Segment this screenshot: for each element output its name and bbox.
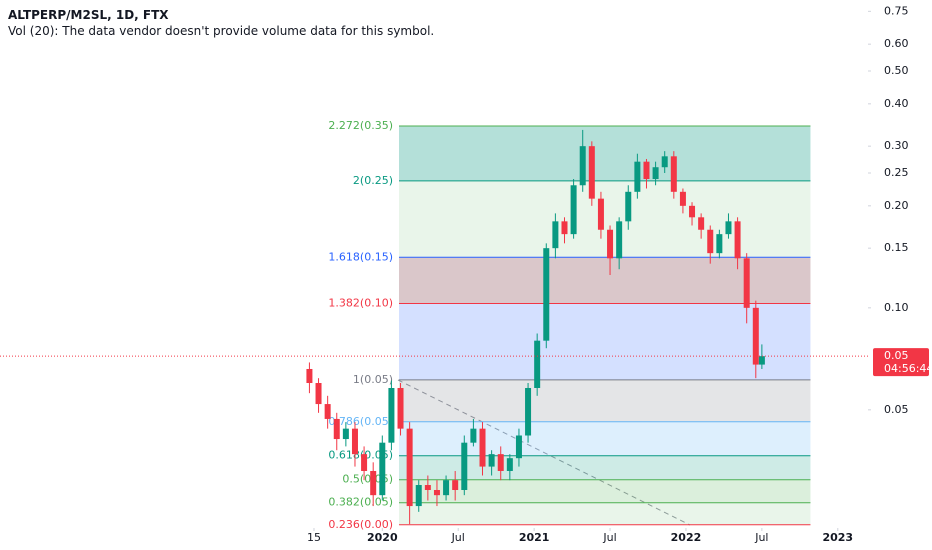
candle-body — [452, 480, 459, 490]
candle-body — [679, 191, 686, 206]
fib-band — [399, 379, 811, 422]
x-tick-label: 2021 — [519, 531, 550, 544]
fib-band — [399, 303, 811, 380]
candle-body — [698, 217, 705, 230]
y-tick-label: 0.15 — [884, 241, 909, 254]
trend-line — [397, 379, 691, 526]
fib-band — [399, 479, 811, 503]
fib-band — [399, 126, 811, 181]
candle-body — [661, 156, 668, 168]
fib-label: 0.5(0.05) — [342, 473, 393, 486]
candle-body — [616, 221, 623, 259]
last-price-box — [873, 348, 929, 377]
candle-body — [406, 428, 413, 507]
y-tick-label: 0.60 — [884, 37, 909, 50]
fib-label: 2(0.25) — [353, 174, 393, 187]
candle-body — [716, 234, 723, 254]
fib-band — [399, 455, 811, 480]
candle-body — [388, 387, 395, 443]
candle-body — [607, 229, 614, 259]
x-tick-label: Jul — [451, 531, 465, 544]
x-tick-label: 2020 — [367, 531, 398, 544]
fib-label: 0.786(0.05) — [328, 415, 393, 428]
candle-body — [506, 458, 513, 471]
candle-body — [315, 383, 322, 405]
candle-body — [443, 480, 450, 496]
fib-label: 0.382(0.05) — [328, 496, 393, 509]
candle-body — [324, 404, 331, 419]
candle-body — [579, 146, 586, 186]
fib-band — [399, 502, 811, 525]
candle-body — [488, 454, 495, 467]
fib-label: 0.618(0.05) — [328, 449, 393, 462]
candle-body — [470, 428, 477, 443]
y-tick-label: 0.75 — [884, 4, 909, 17]
candle-body — [752, 307, 759, 365]
x-tick-label: 2023 — [822, 531, 853, 544]
y-tick-label: 0.20 — [884, 199, 909, 212]
candle-body — [433, 489, 440, 496]
candle-body — [342, 428, 349, 440]
candle-body — [424, 485, 431, 490]
candle-body — [725, 221, 732, 235]
fib-label: 1(0.05) — [353, 373, 393, 386]
symbol-title: ALTPERP/M2SL, 1D, FTX — [8, 8, 169, 22]
y-tick-label: 0.10 — [884, 301, 909, 314]
candle-body — [597, 198, 604, 230]
candle-body — [734, 221, 741, 259]
countdown: 04:56:44 — [884, 362, 932, 375]
candle-body — [497, 454, 504, 471]
fib-label: 0.236(0.00) — [328, 518, 393, 531]
x-tick-label: Jul — [754, 531, 768, 544]
candle-body — [361, 454, 368, 471]
candle-body — [643, 161, 650, 180]
candle-body — [306, 368, 313, 384]
y-tick-label: 0.40 — [884, 97, 909, 110]
fib-label: 1.382(0.10) — [328, 296, 393, 309]
volume-note: Vol (20): The data vendor doesn't provid… — [8, 24, 435, 38]
candle-body — [552, 221, 559, 249]
candle-body — [370, 470, 377, 496]
x-tick-label: Jul — [602, 531, 616, 544]
candle-body — [479, 428, 486, 467]
candle-body — [588, 146, 595, 199]
candle-body — [415, 485, 422, 507]
candle-body — [625, 191, 632, 222]
candle-body — [561, 221, 568, 235]
y-tick-label: 0.25 — [884, 166, 909, 179]
candle-body — [634, 161, 641, 192]
candle-body — [543, 248, 550, 341]
candle-body — [570, 185, 577, 235]
candle-body — [670, 156, 677, 192]
candle-body — [461, 442, 468, 490]
price-axis-bg — [868, 0, 932, 550]
candle-body — [333, 418, 340, 440]
candle-body — [689, 205, 696, 218]
candle-body — [534, 340, 541, 388]
fib-label: 2.272(0.35) — [328, 119, 393, 132]
candle-body — [525, 387, 532, 436]
candle-body — [758, 356, 765, 365]
y-tick-label: 0.50 — [884, 64, 909, 77]
candle-body — [743, 258, 750, 308]
x-tick-label: 2022 — [671, 531, 702, 544]
fib-band — [399, 421, 811, 456]
fib-label: 1.618(0.15) — [328, 250, 393, 263]
candle-body — [379, 442, 386, 496]
y-tick-label: 0.30 — [884, 139, 909, 152]
y-tick-label: 0.05 — [884, 403, 909, 416]
fib-band — [399, 180, 811, 258]
last-price-label: 0.05 — [884, 349, 909, 362]
x-tick-label: 15 — [307, 531, 321, 544]
candle-body — [397, 387, 404, 429]
candle-body — [707, 229, 714, 254]
candle-body — [351, 428, 358, 455]
fib-band — [399, 257, 811, 304]
candle-body — [515, 435, 522, 459]
candle-body — [652, 167, 659, 180]
